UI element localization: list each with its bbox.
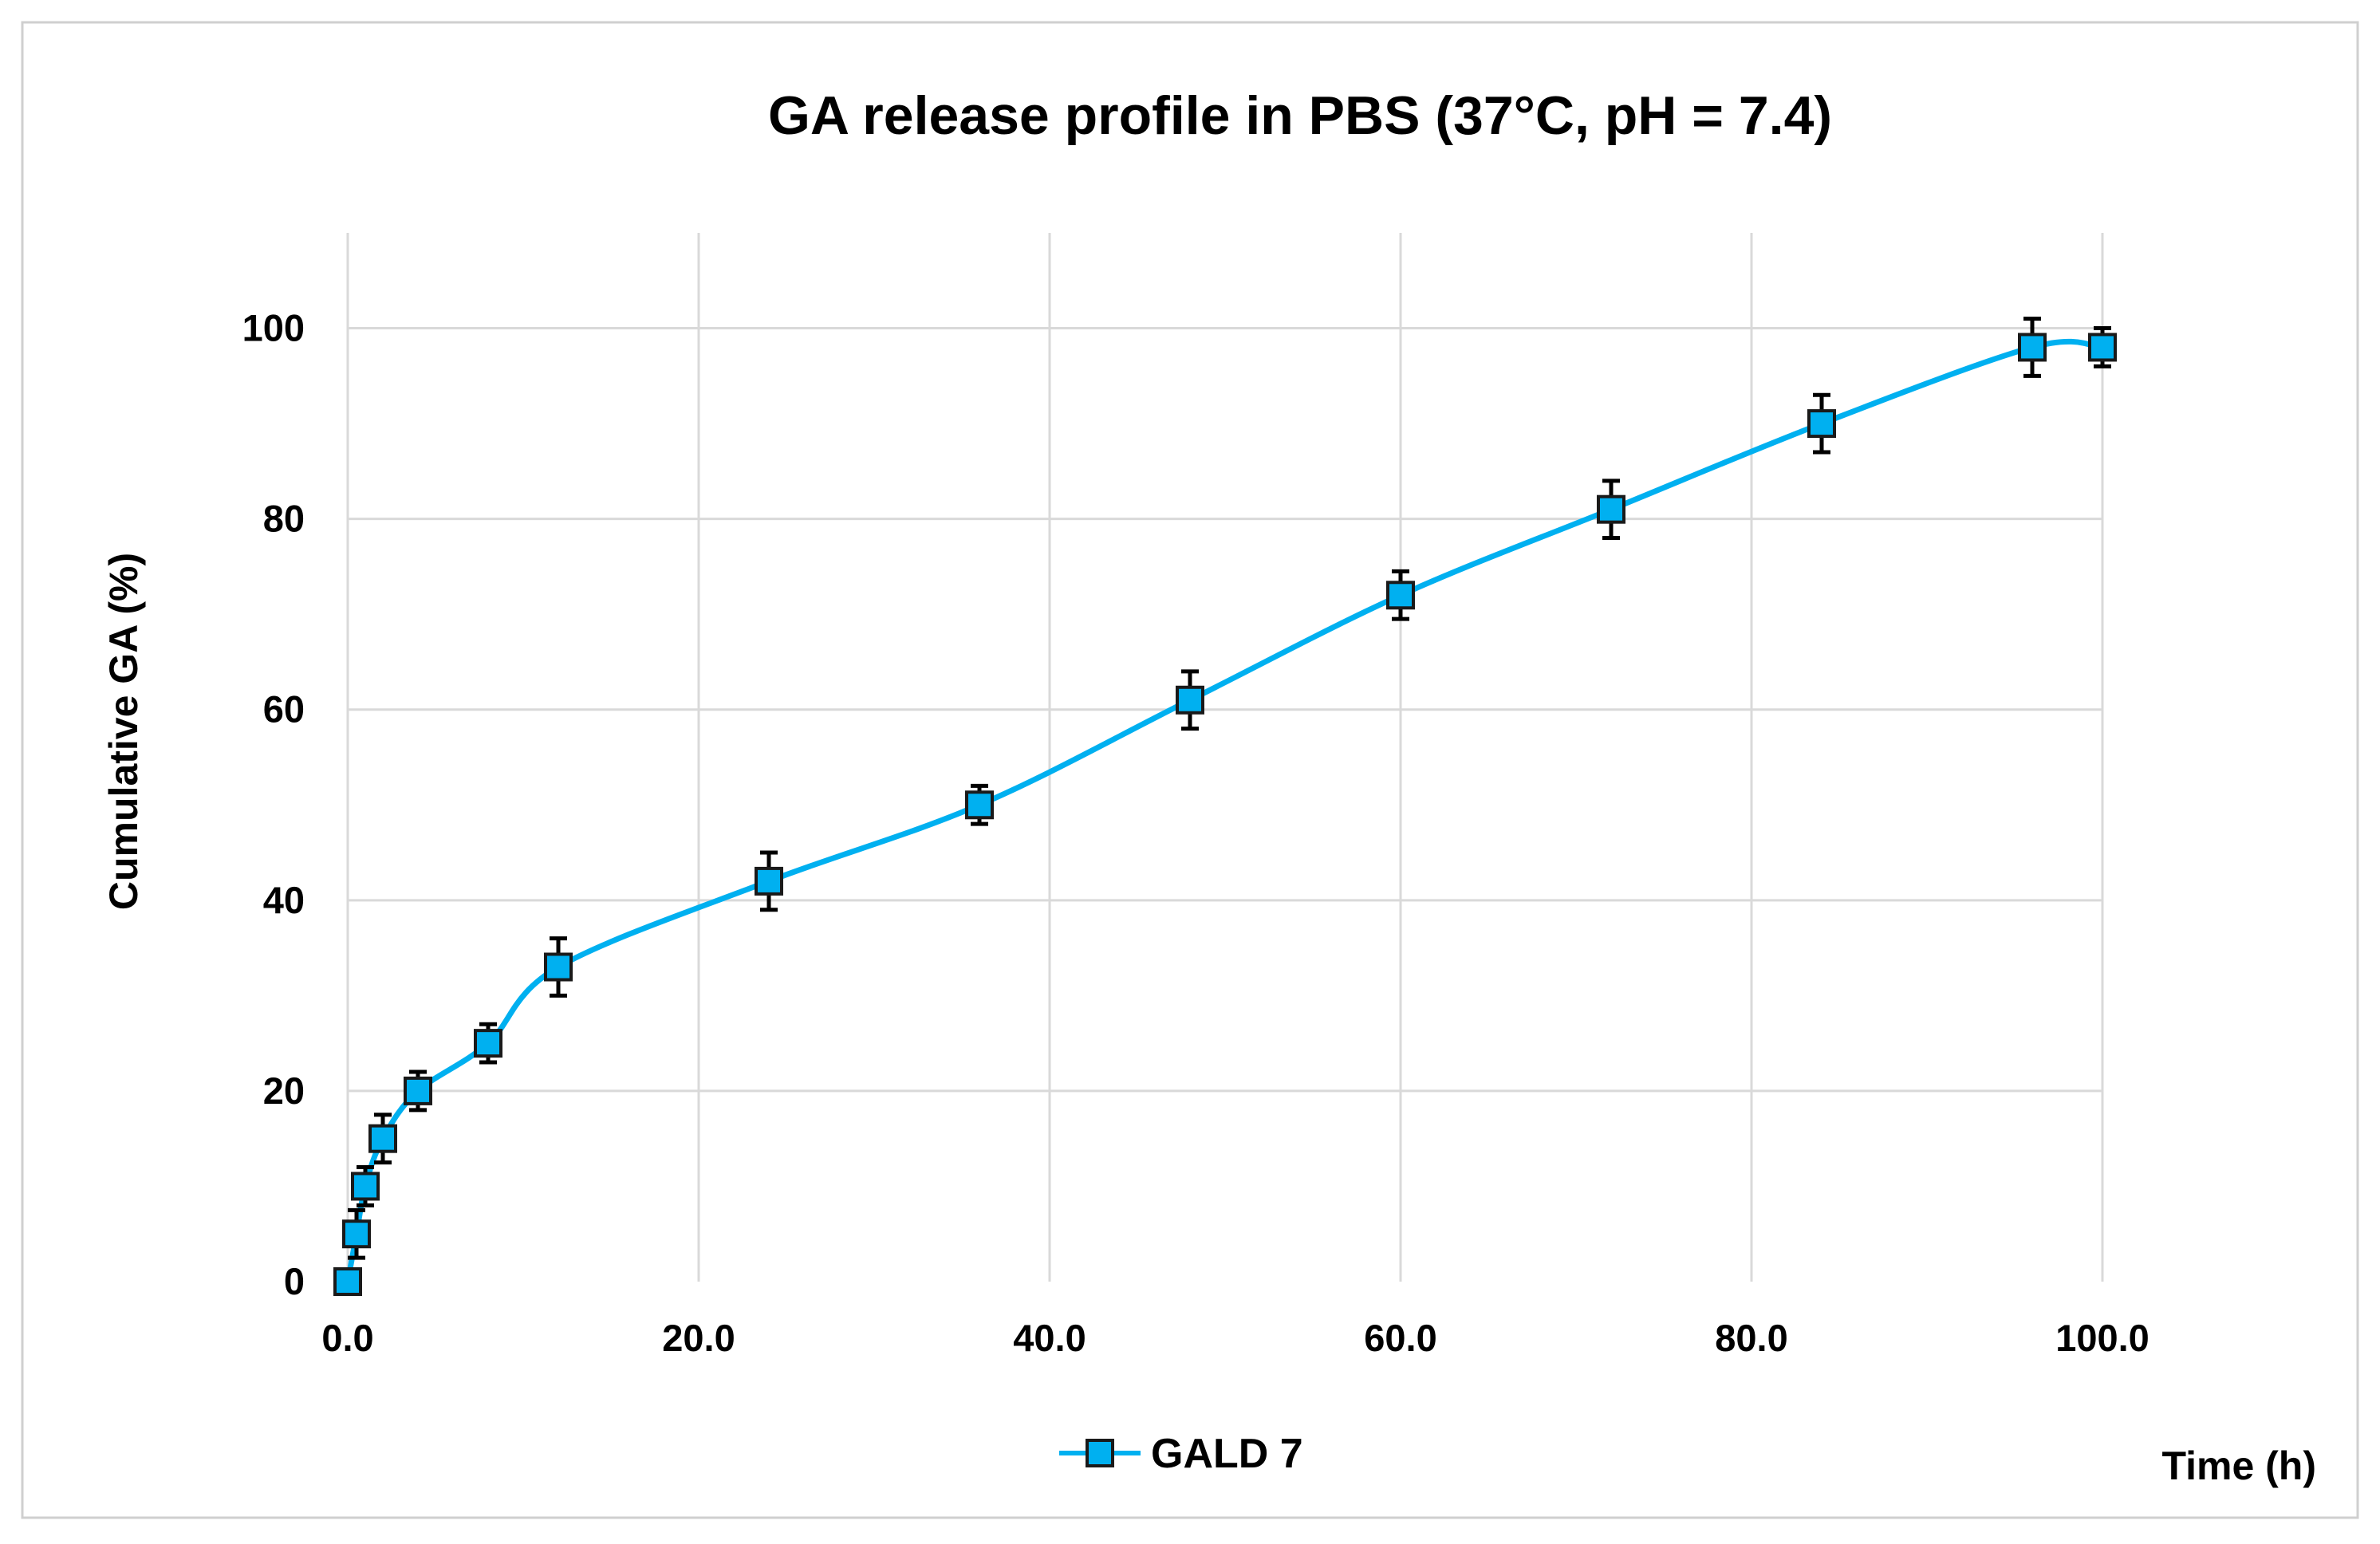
data-point (755, 866, 783, 896)
y-tick-label: 100 (242, 307, 305, 349)
data-point (1386, 581, 1415, 610)
series-gald7 (333, 317, 2117, 1296)
y-tick-label: 60 (263, 688, 305, 731)
x-tick-label: 0.0 (321, 1317, 373, 1359)
data-point (342, 1219, 371, 1249)
x-tick-label: 40.0 (1013, 1317, 1086, 1359)
data-point (474, 1029, 502, 1058)
x-tick-label: 100.0 (2055, 1317, 2149, 1359)
legend: GALD 7 (1059, 1431, 1303, 1477)
data-point (1176, 685, 1204, 715)
x-tick-label: 80.0 (1715, 1317, 1787, 1359)
series-line (345, 338, 2103, 1282)
data-point (2018, 333, 2047, 362)
x-tick-label: 60.0 (1364, 1317, 1436, 1359)
legend-marker (1086, 1439, 1114, 1467)
data-point (965, 790, 994, 820)
data-point (351, 1172, 380, 1201)
tick-labels: 0.0 20.0 40.0 60.0 80.0 100.0 0 20 40 60 80 100 (242, 307, 2149, 1359)
data-point (544, 952, 573, 982)
data-point (2088, 333, 2117, 362)
y-axis-label: Cumulative GA (%) (101, 553, 146, 910)
data-point (333, 1267, 362, 1296)
data-point (1807, 409, 1836, 439)
data-point (404, 1076, 432, 1105)
x-tick-label: 20.0 (662, 1317, 735, 1359)
y-tick-label: 0 (284, 1260, 305, 1302)
data-point (1597, 494, 1625, 524)
legend-entry-gald7: GALD 7 (1151, 1431, 1303, 1477)
chart-frame (21, 21, 2359, 1519)
chart-title: GA release profile in PBS (37°C, pH = 7.… (768, 85, 1832, 146)
data-point (368, 1124, 397, 1153)
grid (346, 233, 2104, 1282)
x-axis-label: Time (h) (2161, 1444, 2316, 1488)
y-tick-label: 40 (263, 879, 305, 921)
y-tick-label: 20 (263, 1069, 305, 1112)
y-tick-label: 80 (263, 498, 305, 540)
